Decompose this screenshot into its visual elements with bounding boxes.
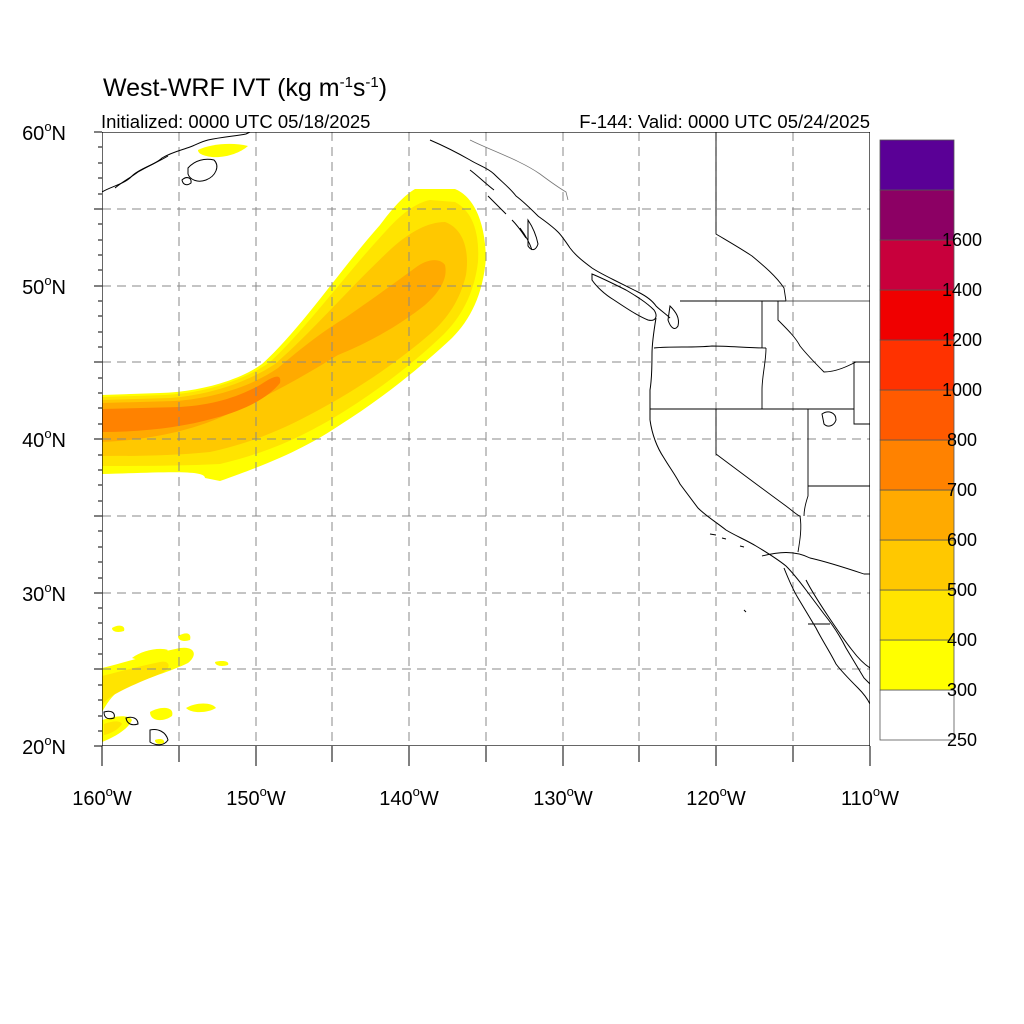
colorbar-swatch: [879, 389, 955, 441]
colorbar-label: 700: [947, 480, 977, 500]
coastline-british-columbia: [569, 247, 671, 319]
ivt-contour-600: [102, 376, 281, 432]
lat-lon-grid: [102, 132, 870, 746]
coastline-kodiak-small: [181, 177, 192, 186]
lon-tick-label: 110oW: [841, 784, 899, 810]
lon-tick-label: 150oW: [226, 784, 286, 810]
coastline-panhandle-islands: [469, 169, 533, 251]
border-arizona-california: [797, 515, 802, 553]
colorbar-swatch: [879, 639, 955, 691]
lon-tick-label: 140oW: [379, 784, 439, 810]
coastline-vancouver-island: [591, 273, 657, 321]
lon-tick-labels: 160oW 150oW 140oW 130oW 120oW 110oW: [72, 784, 899, 810]
ivt-patches-south-inner: [102, 661, 169, 735]
ivt-patch: [132, 648, 168, 661]
axis-ticks: [94, 131, 871, 766]
ivt-patch: [215, 661, 229, 666]
border-nevada-utah: [803, 409, 809, 517]
colorbar-label: 600: [947, 530, 977, 550]
lat-tick-label: 40oN: [22, 426, 66, 452]
colorbar-swatch: [879, 439, 955, 491]
coastline-alaska-peninsula: [114, 155, 169, 189]
ivt-patch: [155, 739, 165, 744]
lat-tick-label: 20oN: [22, 733, 66, 759]
border-washington-oregon: [653, 345, 767, 349]
coastline-channel-islands: [709, 533, 747, 613]
lat-tick-label: 60oN: [22, 119, 66, 145]
border-idaho-montana: [777, 301, 857, 373]
ivt-patch: [104, 721, 122, 735]
coastline-puget-sound: [667, 304, 679, 329]
colorbar-label: 500: [947, 580, 977, 600]
ivt-patch-alaska: [198, 143, 248, 158]
colorbar-swatch: [879, 539, 955, 591]
ivt-patch: [186, 703, 216, 713]
ivt-patch: [102, 647, 194, 712]
map-title: West-WRF IVT (kg m-1s-1): [103, 74, 387, 102]
colorbar-label: 250: [947, 730, 977, 750]
ivt-patch: [178, 633, 191, 641]
colorbar-label: 1600: [942, 230, 982, 250]
coastline-pacific-northwest: [649, 317, 657, 420]
political-boundaries: [650, 132, 870, 625]
coastline-alaska-panhandle: [429, 139, 571, 249]
border-oregon-idaho: [761, 347, 767, 409]
lon-tick-label: 160oW: [72, 784, 132, 810]
boundaries-light: [469, 139, 870, 302]
ivt-contour-400: [102, 222, 468, 456]
coastline-hawaii-oahu: [103, 710, 115, 720]
coastline-gulf-of-california: [805, 579, 870, 669]
coastline-hawaii-maui: [125, 716, 139, 726]
border-bc-alaska-light: [469, 139, 569, 201]
colorbar-label: 300: [947, 680, 977, 700]
border-nevada-california: [715, 409, 801, 517]
colorbar-label: 400: [947, 630, 977, 650]
coastline-california: [649, 419, 870, 685]
colorbar-swatch: [879, 689, 955, 741]
lon-tick-label: 130oW: [533, 784, 593, 810]
lon-tick-label: 120oW: [686, 784, 746, 810]
coastlines: [102, 132, 870, 746]
lat-tick-label: 50oN: [22, 273, 66, 299]
colorbar-swatch: [879, 289, 955, 341]
border-utah-colorado: [808, 361, 870, 487]
colorbar: 250 300 400 500 600 700 800 1000 1200 1400 1600: [879, 139, 982, 750]
lat-tick-label: 30oN: [22, 580, 66, 606]
plot-area: [102, 132, 870, 746]
ivt-patches-south: [102, 625, 229, 744]
coastline-bc-islands: [527, 218, 539, 251]
coastline-great-salt-lake: [821, 411, 837, 427]
colorbar-swatch: [879, 489, 955, 541]
ivt-shading: [102, 189, 486, 481]
border-us-mexico: [761, 552, 870, 575]
colorbar-label: 1200: [942, 330, 982, 350]
ivt-patch: [102, 661, 169, 706]
valid-time-label: F-144: Valid: 0000 UTC 05/24/2025: [579, 111, 870, 132]
ivt-patch: [112, 625, 125, 632]
coastline-kodiak: [187, 158, 218, 182]
coastline-hawaii-big-island: [149, 729, 169, 746]
lat-tick-labels: 60oN 50oN 40oN 30oN 20oN: [22, 119, 66, 759]
colorbar-label: 800: [947, 430, 977, 450]
ivt-patch: [150, 707, 173, 721]
coastline-baja-california: [783, 567, 870, 705]
colorbar-label: 1400: [942, 280, 982, 300]
colorbar-swatch: [879, 589, 955, 641]
border-alaska-canada: [715, 132, 787, 302]
colorbar-swatch: [879, 139, 955, 191]
init-time-label: Initialized: 0000 UTC 05/18/2025: [101, 111, 370, 132]
colorbar-label: 1000: [942, 380, 982, 400]
